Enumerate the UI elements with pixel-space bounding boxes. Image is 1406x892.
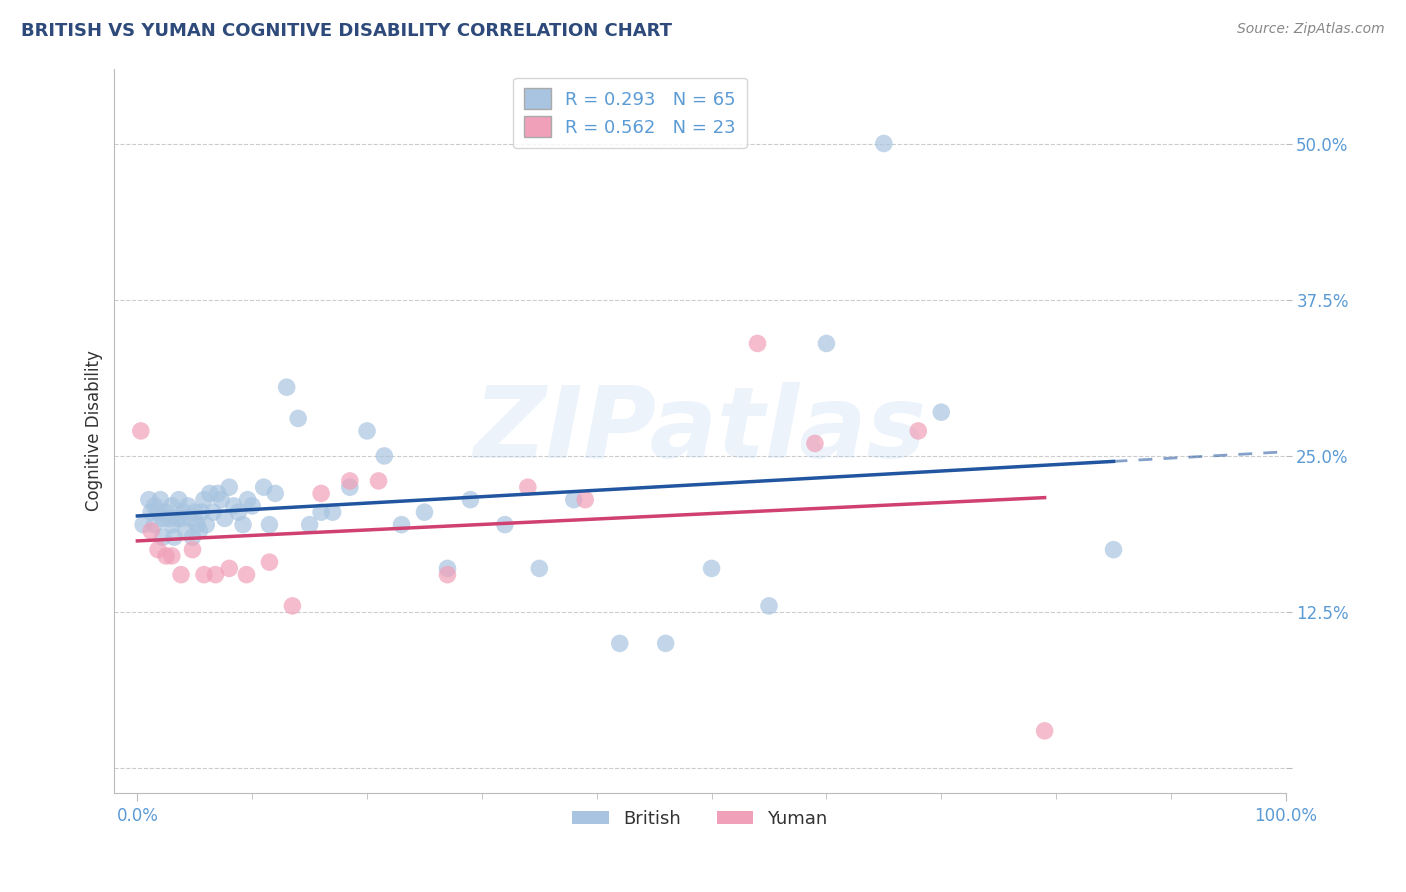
Point bbox=[322, 505, 344, 519]
Text: BRITISH VS YUMAN COGNITIVE DISABILITY CORRELATION CHART: BRITISH VS YUMAN COGNITIVE DISABILITY CO… bbox=[21, 22, 672, 40]
Point bbox=[747, 336, 769, 351]
Point bbox=[929, 405, 952, 419]
Point bbox=[391, 517, 413, 532]
Point bbox=[413, 505, 436, 519]
Point bbox=[236, 492, 259, 507]
Point bbox=[202, 505, 225, 519]
Point bbox=[165, 511, 187, 525]
Point bbox=[367, 474, 389, 488]
Point bbox=[758, 599, 780, 613]
Point bbox=[207, 486, 229, 500]
Point bbox=[170, 511, 193, 525]
Point bbox=[163, 530, 186, 544]
Point bbox=[209, 492, 232, 507]
Point bbox=[222, 499, 245, 513]
Point bbox=[574, 492, 596, 507]
Point bbox=[160, 549, 183, 563]
Point bbox=[232, 517, 254, 532]
Point bbox=[804, 436, 827, 450]
Point bbox=[204, 567, 226, 582]
Point bbox=[179, 511, 201, 525]
Point bbox=[873, 136, 896, 151]
Point bbox=[309, 505, 332, 519]
Point bbox=[155, 505, 177, 519]
Point bbox=[138, 492, 160, 507]
Point bbox=[129, 424, 152, 438]
Point bbox=[152, 511, 174, 525]
Point bbox=[132, 517, 155, 532]
Point bbox=[253, 480, 276, 494]
Point bbox=[815, 336, 838, 351]
Point bbox=[174, 524, 197, 538]
Point bbox=[907, 424, 929, 438]
Point bbox=[190, 505, 212, 519]
Point bbox=[235, 567, 257, 582]
Point bbox=[436, 561, 458, 575]
Point bbox=[160, 517, 183, 532]
Point bbox=[654, 636, 676, 650]
Point bbox=[160, 499, 183, 513]
Point bbox=[181, 530, 204, 544]
Point bbox=[155, 549, 177, 563]
Point bbox=[146, 542, 169, 557]
Point bbox=[172, 505, 194, 519]
Point bbox=[700, 561, 723, 575]
Point bbox=[214, 511, 236, 525]
Point bbox=[188, 524, 211, 538]
Point bbox=[184, 505, 207, 519]
Point bbox=[436, 567, 458, 582]
Point bbox=[609, 636, 631, 650]
Point bbox=[159, 511, 181, 525]
Point bbox=[146, 505, 169, 519]
Point bbox=[167, 492, 190, 507]
Point bbox=[141, 505, 163, 519]
Point bbox=[195, 517, 218, 532]
Point bbox=[240, 499, 263, 513]
Y-axis label: Cognitive Disability: Cognitive Disability bbox=[86, 351, 103, 511]
Point bbox=[529, 561, 551, 575]
Point bbox=[356, 424, 378, 438]
Point bbox=[287, 411, 309, 425]
Point bbox=[298, 517, 321, 532]
Point bbox=[1102, 542, 1125, 557]
Point bbox=[186, 517, 208, 532]
Point bbox=[373, 449, 395, 463]
Point bbox=[193, 567, 215, 582]
Point bbox=[218, 480, 240, 494]
Point bbox=[141, 524, 163, 538]
Point bbox=[149, 492, 172, 507]
Point bbox=[276, 380, 298, 394]
Point bbox=[181, 542, 204, 557]
Point bbox=[264, 486, 287, 500]
Point bbox=[259, 555, 281, 569]
Point bbox=[281, 599, 304, 613]
Point bbox=[228, 505, 250, 519]
Point bbox=[1033, 723, 1056, 738]
Text: ZIPatlas: ZIPatlas bbox=[474, 383, 927, 479]
Point bbox=[494, 517, 516, 532]
Point bbox=[152, 530, 174, 544]
Text: Source: ZipAtlas.com: Source: ZipAtlas.com bbox=[1237, 22, 1385, 37]
Point bbox=[170, 567, 193, 582]
Point bbox=[309, 486, 332, 500]
Point bbox=[198, 486, 221, 500]
Point bbox=[460, 492, 482, 507]
Point bbox=[562, 492, 585, 507]
Point bbox=[177, 499, 200, 513]
Point bbox=[259, 517, 281, 532]
Point bbox=[143, 499, 166, 513]
Legend: British, Yuman: British, Yuman bbox=[565, 803, 835, 835]
Point bbox=[516, 480, 538, 494]
Point bbox=[339, 480, 361, 494]
Point bbox=[218, 561, 240, 575]
Point bbox=[193, 492, 215, 507]
Point bbox=[143, 517, 166, 532]
Point bbox=[339, 474, 361, 488]
